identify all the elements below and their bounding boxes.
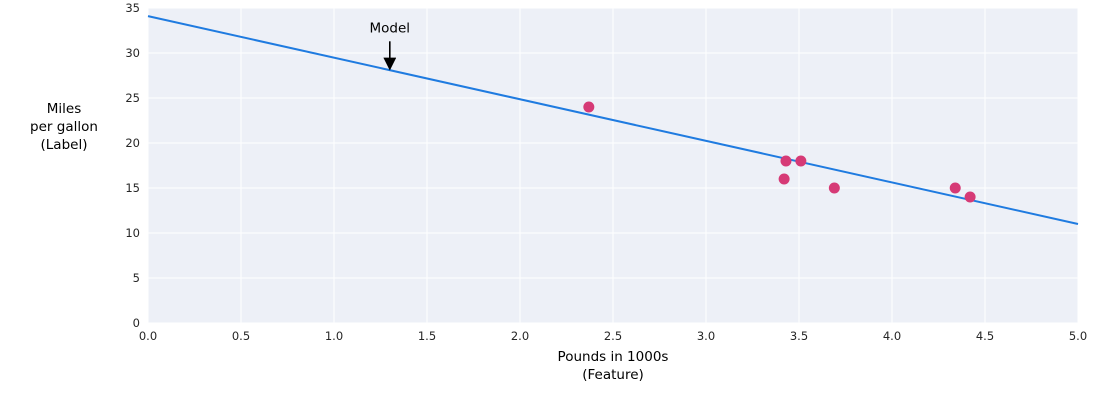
x-axis-title-line-1: Pounds in 1000s xyxy=(557,349,669,365)
y-tick-label: 0 xyxy=(133,316,140,330)
y-tick-label: 20 xyxy=(125,136,140,150)
y-axis-title-line-3: (Label) xyxy=(40,137,88,154)
y-axis-title-line-2: per gallon xyxy=(30,119,98,136)
y-tick-label: 15 xyxy=(125,181,140,195)
y-axis-title-line-1: Miles xyxy=(46,101,82,117)
x-tick-label: 1.0 xyxy=(325,329,343,343)
y-tick-label: 30 xyxy=(125,46,140,60)
y-tick-label: 25 xyxy=(125,91,140,105)
x-tick-label: 0.5 xyxy=(232,329,250,343)
model-annotation-text: Model xyxy=(370,20,411,36)
x-tick-label: 3.0 xyxy=(697,329,715,343)
model-regression-line xyxy=(147,15,1079,225)
y-tick-label: 5 xyxy=(133,271,140,285)
data-point xyxy=(780,155,792,167)
y-axis-title: Miles per gallon (Label) xyxy=(8,100,120,155)
x-axis-title: Pounds in 1000s (Feature) xyxy=(148,348,1078,384)
x-axis-title-line-2: (Feature) xyxy=(582,367,644,384)
x-tick-label: 5.0 xyxy=(1069,329,1087,343)
data-point xyxy=(795,155,807,167)
data-point xyxy=(828,182,840,194)
x-tick-label: 2.0 xyxy=(511,329,529,343)
x-tick-label: 4.0 xyxy=(883,329,901,343)
data-point xyxy=(778,173,790,185)
x-tick-label: 1.5 xyxy=(418,329,436,343)
x-tick-label: 0.0 xyxy=(139,329,157,343)
data-point xyxy=(964,191,976,203)
data-point xyxy=(583,101,595,113)
x-tick-label: 2.5 xyxy=(604,329,622,343)
x-tick-label: 4.5 xyxy=(976,329,994,343)
x-tick-label: 3.5 xyxy=(790,329,808,343)
y-tick-label: 10 xyxy=(125,226,140,240)
data-point xyxy=(949,182,961,194)
y-tick-label: 35 xyxy=(125,1,140,15)
